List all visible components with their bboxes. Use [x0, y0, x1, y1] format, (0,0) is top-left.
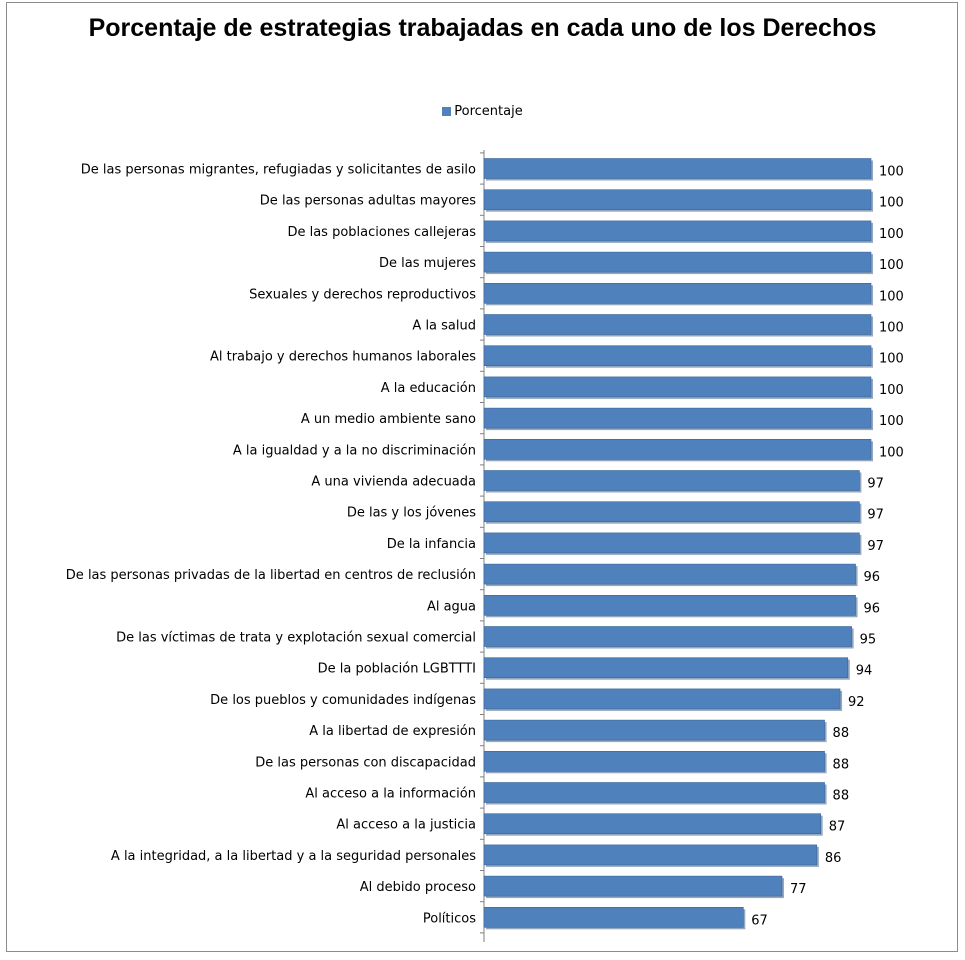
category-label: A una vivienda adecuada — [311, 475, 476, 490]
category-label: De las personas migrantes, refugiadas y … — [81, 163, 476, 178]
bar — [483, 813, 821, 835]
category-label: Sexuales y derechos reproductivos — [249, 287, 476, 302]
category-label: A un medio ambiente sano — [301, 412, 476, 427]
bar — [483, 563, 856, 585]
value-label: 77 — [790, 882, 807, 897]
value-label: 96 — [864, 570, 881, 585]
category-label: De las mujeres — [379, 256, 476, 271]
value-label: 88 — [833, 757, 850, 772]
bar — [483, 251, 872, 273]
category-label: De los pueblos y comunidades indígenas — [210, 693, 476, 708]
bars-layer: De las personas migrantes, refugiadas y … — [66, 150, 904, 942]
value-label: 100 — [879, 321, 904, 336]
bar — [483, 844, 818, 866]
bar — [483, 750, 825, 772]
bar — [483, 532, 860, 554]
category-label: De las y los jóvenes — [347, 506, 476, 521]
category-label: De las personas privadas de la libertad … — [66, 568, 476, 583]
bar — [483, 501, 860, 523]
value-label: 96 — [864, 601, 881, 616]
value-label: 88 — [833, 726, 850, 741]
value-label: 100 — [879, 227, 904, 242]
category-label: De las víctimas de trata y explotación s… — [116, 631, 476, 646]
value-label: 87 — [829, 820, 846, 835]
category-label: A la libertad de expresión — [309, 724, 476, 739]
category-label: A la integridad, a la libertad y a la se… — [111, 849, 476, 864]
chart-title: Porcentaje de estrategias trabajadas en … — [88, 14, 877, 42]
value-label: 100 — [879, 414, 904, 429]
legend-entry: Porcentaje — [454, 104, 523, 119]
value-label: 86 — [825, 851, 842, 866]
bar — [483, 438, 872, 460]
value-label: 100 — [879, 445, 904, 460]
value-label: 100 — [879, 289, 904, 304]
value-label: 97 — [867, 508, 884, 523]
bar — [483, 189, 872, 210]
value-label: 97 — [867, 477, 884, 492]
category-label: De las poblaciones callejeras — [287, 225, 476, 240]
bar — [483, 470, 860, 491]
bar — [483, 626, 852, 647]
bar — [483, 906, 744, 928]
value-label: 88 — [833, 789, 850, 804]
bar — [483, 688, 841, 710]
bar — [483, 345, 872, 367]
bar — [483, 594, 856, 616]
value-label: 92 — [848, 695, 865, 710]
value-label: 97 — [867, 539, 884, 554]
bar — [483, 657, 849, 679]
category-label: Al trabajo y derechos humanos laborales — [210, 350, 476, 365]
value-label: 94 — [856, 664, 873, 679]
bar — [483, 314, 872, 335]
category-label: A la salud — [412, 319, 476, 334]
category-label: A la igualdad y a la no discriminación — [233, 443, 476, 458]
category-label: Al acceso a la justicia — [336, 818, 476, 833]
bar — [483, 282, 872, 304]
category-label: De la población LGBTTTI — [318, 662, 476, 677]
value-label: 95 — [860, 633, 877, 648]
value-label: 100 — [879, 352, 904, 367]
bar — [483, 376, 872, 398]
value-label: 100 — [879, 383, 904, 398]
chart-legend: Porcentaje — [0, 104, 965, 119]
category-label: A la educación — [381, 381, 476, 396]
bar — [483, 220, 872, 242]
category-label: Al acceso a la información — [305, 787, 476, 802]
legend-swatch — [442, 107, 452, 116]
category-label: Al agua — [427, 599, 476, 614]
value-label: 67 — [751, 913, 768, 928]
category-label: De la infancia — [387, 537, 476, 552]
bar — [483, 782, 825, 803]
value-label: 100 — [879, 196, 904, 211]
category-label: De las personas con discapacidad — [255, 755, 476, 770]
category-label: Al debido proceso — [360, 880, 476, 895]
bar — [483, 407, 872, 429]
value-label: 100 — [879, 165, 904, 180]
bar — [483, 875, 783, 897]
bar — [483, 719, 825, 741]
bar — [483, 158, 872, 179]
category-label: De las personas adultas mayores — [260, 194, 476, 209]
value-label: 100 — [879, 258, 904, 273]
category-label: Políticos — [423, 911, 476, 926]
